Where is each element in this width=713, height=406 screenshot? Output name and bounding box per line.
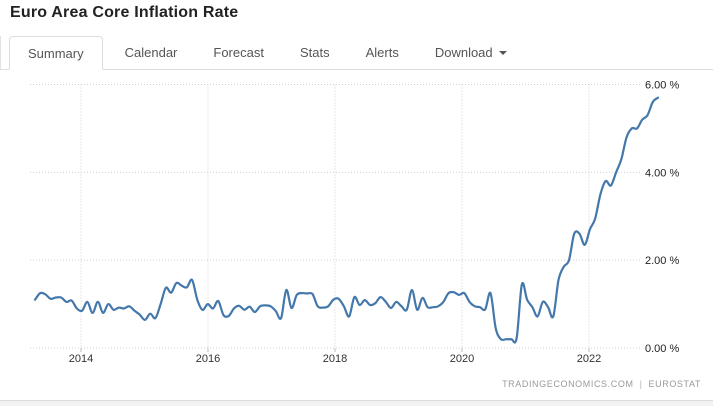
grid-layer	[30, 83, 640, 352]
x-axis-label-2018: 2018	[323, 353, 347, 365]
attribution-source: TRADINGECONOMICS.COM	[502, 379, 634, 389]
y-axis-label-2: 2.00 %	[645, 255, 679, 267]
attribution-provider: EUROSTAT	[648, 379, 701, 389]
x-axis-label-2022: 2022	[577, 353, 601, 365]
series-layer	[33, 96, 660, 344]
core-inflation-line	[33, 96, 660, 344]
tab-alerts[interactable]: Alerts	[365, 45, 399, 60]
page-title: Euro Area Core Inflation Rate	[10, 4, 239, 21]
attribution: TRADINGECONOMICS.COM | EUROSTAT	[502, 379, 701, 389]
tab-calendar[interactable]: Calendar	[124, 45, 178, 60]
y-axis-label-4: 4.00 %	[645, 167, 679, 179]
x-axis-label-2016: 2016	[196, 353, 220, 365]
x-axis-label-2020: 2020	[450, 353, 474, 365]
x-axis-label-2014: 2014	[69, 353, 93, 365]
tab-bar: Summary Calendar Forecast Stats Alerts D…	[0, 36, 713, 70]
window-bottom-edge	[0, 400, 713, 406]
tab-download-label: Download	[434, 45, 493, 60]
attribution-separator: |	[639, 379, 643, 389]
y-axis-label-0: 0.00 %	[645, 343, 679, 355]
tab-download[interactable]: Download	[421, 36, 521, 69]
tab-forecast[interactable]: Forecast	[213, 45, 264, 60]
caret-down-icon	[498, 50, 507, 55]
tab-summary[interactable]: Summary	[9, 36, 103, 70]
tab-stats[interactable]: Stats	[299, 45, 330, 60]
inflation-chart[interactable]: 6.00 % 4.00 % 2.00 % 0.00 % 2014 2016 2018 2020…	[0, 70, 713, 400]
axis-label-layer: 6.00 % 4.00 % 2.00 % 0.00 % 2014 2016 2018 2020…	[69, 79, 680, 365]
y-axis-label-6: 6.00 %	[645, 79, 679, 91]
chart-canvas[interactable]: 6.00 % 4.00 % 2.00 % 0.00 % 2014 2016 2018 2020…	[0, 70, 713, 400]
